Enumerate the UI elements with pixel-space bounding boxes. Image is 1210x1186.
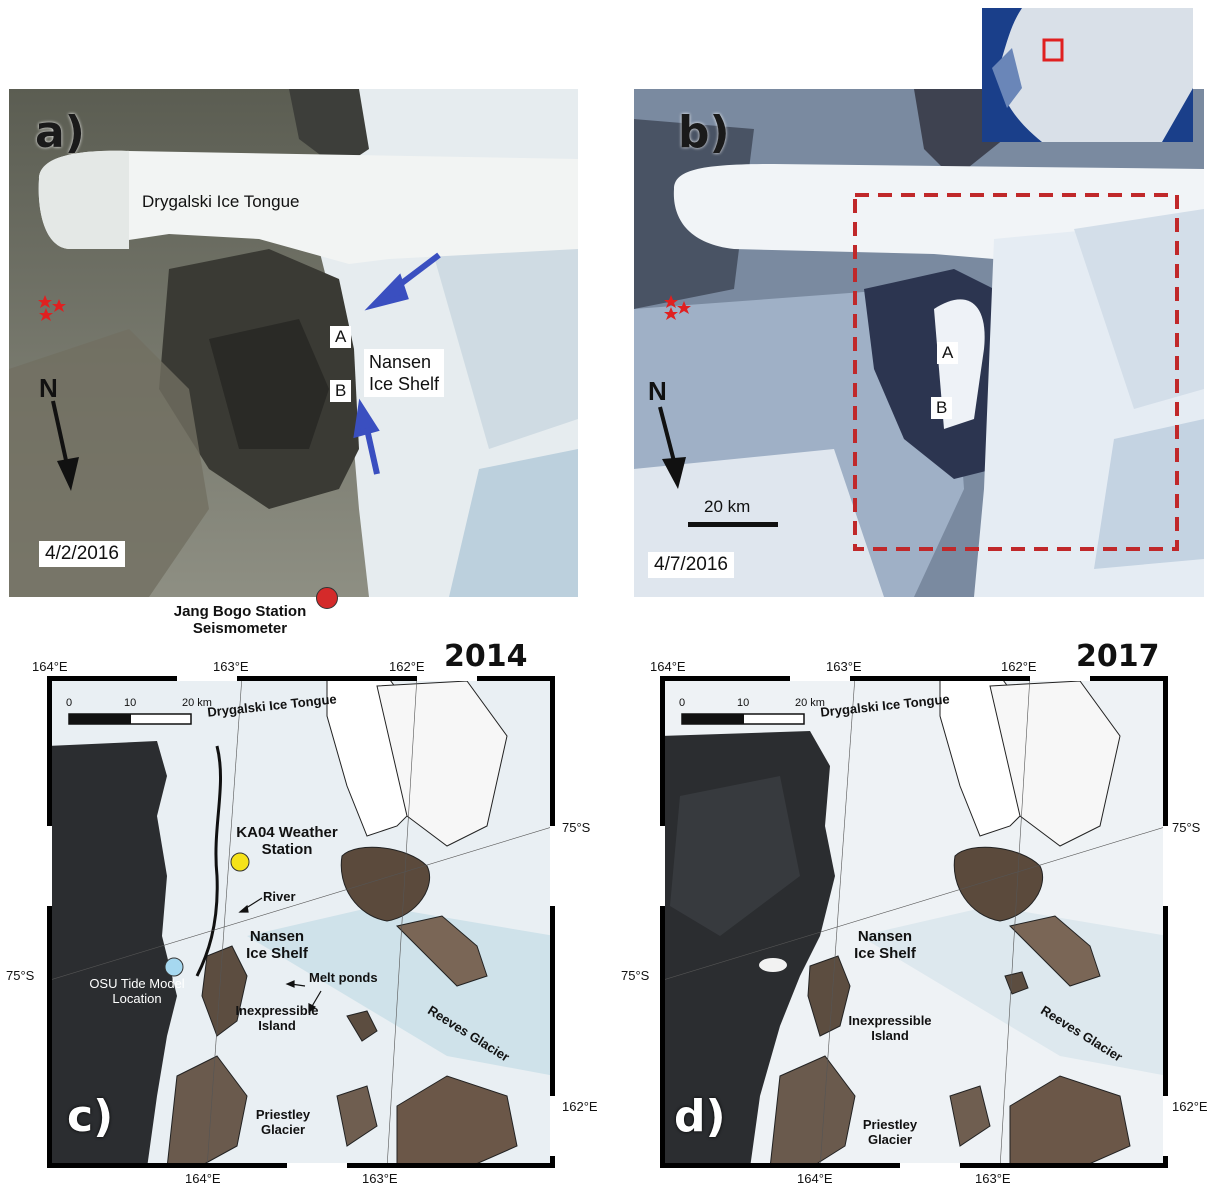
floating-ice-fragment bbox=[759, 958, 787, 972]
date-label-b: 4/7/2016 bbox=[648, 552, 734, 578]
lon-bottom-c-1: 164°E bbox=[185, 1171, 221, 1186]
priestley-c-line2: Glacier bbox=[260, 1122, 306, 1137]
lat-right-top-c: 75°S bbox=[562, 820, 591, 835]
lon-bottom-c-2: 163°E bbox=[362, 1171, 398, 1186]
panel-c-map: 0 10 20 km Drygalski Ice Tongue KA04 Wea… bbox=[47, 676, 555, 1168]
ka04-label: KA04 Weather Station bbox=[227, 824, 347, 858]
priestley-d-line2: Glacier bbox=[867, 1132, 913, 1147]
scale-tick-d-10: 10 bbox=[737, 697, 750, 709]
lat-left-d: 75°S bbox=[621, 968, 650, 983]
panel-b-letter: b) bbox=[678, 107, 730, 158]
inset-imagery bbox=[982, 8, 1193, 142]
dashed-study-area-box bbox=[853, 193, 1179, 551]
osu-tide-marker bbox=[164, 957, 184, 977]
panel-d-letter: d) bbox=[674, 1091, 726, 1142]
lon-top-c-3: 162°E bbox=[389, 659, 425, 674]
scale-bar-b bbox=[688, 522, 778, 527]
lon-top-d-2: 163°E bbox=[826, 659, 862, 674]
inexpressible-c-line1: Inexpressible bbox=[235, 1003, 319, 1018]
inexpressible-c-line2: Island bbox=[258, 1018, 296, 1033]
year-label-d: 2017 bbox=[1076, 639, 1160, 674]
lon-bottom-d-2: 163°E bbox=[975, 1171, 1011, 1186]
nansen-label-d-line2: Ice Shelf bbox=[854, 945, 916, 962]
panel-a-imagery bbox=[9, 89, 578, 597]
lon-top-d-3: 162°E bbox=[1001, 659, 1037, 674]
priestley-label-c: Priestley Glacier bbox=[243, 1107, 323, 1137]
panel-d-imagery bbox=[660, 676, 1168, 1168]
panel-a-letter: a) bbox=[35, 107, 85, 158]
priestley-label-d: Priestley Glacier bbox=[850, 1117, 930, 1147]
flow-arrows bbox=[353, 252, 441, 475]
jang-bogo-station-marker bbox=[316, 587, 338, 609]
priestley-d-line1: Priestley bbox=[862, 1117, 918, 1132]
osu-label-line2: Location bbox=[112, 991, 162, 1006]
scale-label-b: 20 km bbox=[704, 497, 751, 516]
inexpressible-d-line1: Inexpressible bbox=[848, 1013, 932, 1028]
panel-c-letter: c) bbox=[67, 1091, 114, 1142]
label-b-marker-b: B bbox=[931, 397, 953, 419]
melt-ponds-label: Melt ponds bbox=[309, 970, 378, 985]
north-arrow-icon-b bbox=[658, 406, 686, 489]
nansen-label-d-line1: Nansen bbox=[857, 928, 913, 945]
red-star-markers bbox=[38, 295, 66, 321]
panel-d-map: 0 10 20 km Drygalski Ice Tongue Nansen I… bbox=[660, 676, 1168, 1168]
label-b-marker: B bbox=[330, 380, 352, 402]
scale-tick-d-0: 0 bbox=[679, 697, 686, 709]
ka04-label-line1: KA04 Weather bbox=[236, 824, 338, 841]
lat-right-bottom-d: 162°E bbox=[1172, 1099, 1208, 1114]
lat-right-bottom-c: 162°E bbox=[562, 1099, 598, 1114]
lon-bottom-d-1: 164°E bbox=[797, 1171, 833, 1186]
lon-top-c-2: 163°E bbox=[213, 659, 249, 674]
lon-top-d-1: 164°E bbox=[650, 659, 686, 674]
scale-bar-d bbox=[681, 713, 805, 725]
ka04-label-line2: Station bbox=[261, 841, 313, 858]
nansen-label-a-line2: Ice Shelf bbox=[369, 374, 440, 394]
scale-tick-c-0: 0 bbox=[66, 697, 73, 709]
inexpressible-label-c: Inexpressible Island bbox=[227, 1003, 327, 1033]
jang-bogo-line1: Jang Bogo Station bbox=[173, 603, 307, 620]
drygalski-label-a: Drygalski Ice Tongue bbox=[142, 192, 300, 211]
jang-bogo-station-label: Jang Bogo Station Seismometer bbox=[150, 603, 330, 637]
north-label-b: N bbox=[648, 376, 667, 406]
nansen-label-a-line1: Nansen bbox=[369, 352, 432, 372]
osu-label: OSU Tide Model Location bbox=[73, 976, 201, 1006]
lat-right-top-d: 75°S bbox=[1172, 820, 1201, 835]
antarctica-inset-map bbox=[982, 8, 1193, 142]
inexpressible-label-d: Inexpressible Island bbox=[840, 1013, 940, 1043]
panel-b-imagery bbox=[634, 89, 1204, 597]
priestley-c-line1: Priestley bbox=[255, 1107, 311, 1122]
jang-bogo-line2: Seismometer bbox=[192, 620, 288, 637]
osu-label-line1: OSU Tide Model bbox=[89, 976, 185, 991]
year-label-c: 2014 bbox=[444, 639, 528, 674]
north-label-a: N bbox=[39, 373, 58, 403]
label-a-marker: A bbox=[330, 326, 352, 348]
nansen-label-c-line1: Nansen bbox=[249, 928, 305, 945]
label-a-marker-b: A bbox=[937, 342, 959, 364]
scale-bar-c bbox=[68, 713, 192, 725]
date-label-a: 4/2/2016 bbox=[39, 541, 125, 567]
panel-b-satellite-image: b) A B N 20 km 4/7/2016 bbox=[634, 89, 1204, 597]
scale-tick-d-20: 20 km bbox=[795, 697, 825, 709]
lon-top-c-1: 164°E bbox=[32, 659, 68, 674]
river-line bbox=[195, 745, 223, 977]
nansen-label-d: Nansen Ice Shelf bbox=[840, 928, 930, 962]
inexpressible-d-line2: Island bbox=[871, 1028, 909, 1043]
north-arrow-icon bbox=[51, 400, 79, 491]
panel-a-satellite-image: a) Drygalski Ice Tongue A B Nansen Ice S… bbox=[9, 89, 578, 597]
panel-c-imagery bbox=[47, 676, 555, 1168]
scale-tick-c-20: 20 km bbox=[182, 697, 212, 709]
red-star-markers-b bbox=[664, 295, 691, 320]
scale-tick-c-10: 10 bbox=[124, 697, 137, 709]
ka04-station-marker bbox=[230, 852, 250, 872]
lat-left-c: 75°S bbox=[6, 968, 35, 983]
inset-location-box bbox=[1042, 38, 1064, 62]
nansen-label-c: Nansen Ice Shelf bbox=[232, 928, 322, 962]
river-label: River bbox=[263, 889, 296, 904]
nansen-label-a: Nansen Ice Shelf bbox=[364, 349, 445, 397]
nansen-label-c-line2: Ice Shelf bbox=[246, 945, 308, 962]
